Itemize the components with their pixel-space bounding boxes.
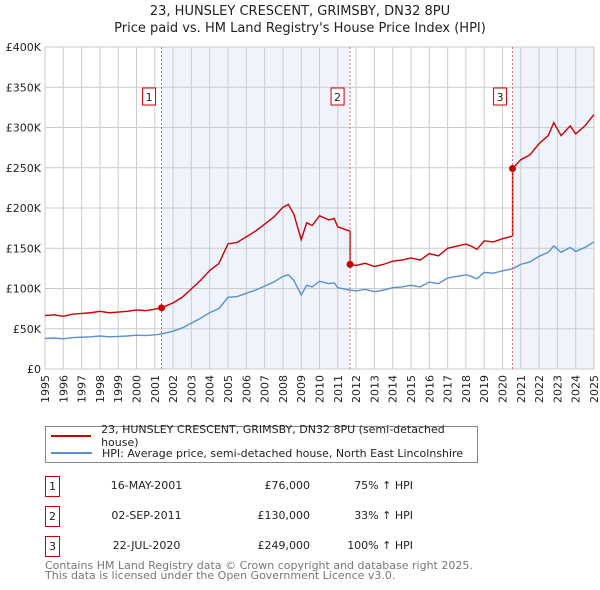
y-tick-label: £300K [6, 122, 42, 135]
sale-point [509, 165, 517, 173]
sale-price: £249,000 [257, 539, 311, 552]
legend: 23, HUNSLEY CRESCENT, GRIMSBY, DN32 8PU … [45, 423, 478, 463]
sale-hpi-diff: 75% ↑ HPI [354, 479, 413, 492]
x-tick-label: 2018 [460, 375, 473, 403]
sale-number-badge: 2 [45, 506, 60, 527]
x-tick-label: 2002 [167, 375, 180, 403]
sale-label: 2 [334, 91, 341, 104]
footer: Contains HM Land Registry data © Crown c… [45, 559, 473, 582]
x-tick-label: 2011 [332, 375, 345, 403]
sale-date: 02-SEP-2011 [111, 509, 182, 522]
x-tick-label: 2000 [131, 375, 144, 403]
x-tick-label: 2007 [259, 375, 272, 403]
x-tick-label: 2016 [423, 375, 436, 403]
hpi-line [44, 241, 595, 340]
x-tick-label: 2025 [588, 375, 600, 403]
y-tick-label: £400K [6, 41, 42, 54]
legend-hpi-label: HPI: Average price, semi-detached house,… [102, 446, 464, 460]
sale-hpi-diff: 33% ↑ HPI [354, 509, 413, 522]
x-tick-label: 2013 [368, 375, 381, 403]
x-tick-label: 1998 [94, 375, 107, 403]
x-tick-label: 2010 [314, 375, 327, 403]
sale-point [158, 304, 166, 312]
x-tick-label: 2003 [185, 375, 198, 403]
x-tick-label: 2005 [222, 375, 235, 403]
chart-title: 23, HUNSLEY CRESCENT, GRIMSBY, DN32 8PU [149, 4, 451, 19]
x-tick-label: 1996 [57, 375, 70, 403]
x-tick-label: 2015 [405, 375, 418, 403]
sale-label-box [493, 87, 508, 106]
y-tick-label: £0 [27, 363, 41, 376]
plot-border [44, 46, 595, 370]
legend-property-label: 23, HUNSLEY CRESCENT, GRIMSBY, DN32 8PU … [101, 423, 445, 449]
x-tick-label: 2012 [350, 375, 363, 403]
footer-copyright: Contains HM Land Registry data © Crown c… [45, 559, 473, 572]
x-tick-label: 1997 [76, 375, 89, 403]
y-tick-label: £250K [6, 162, 42, 175]
sale-row: 2 02-SEP-2011 £130,000 33% ↑ HPI [45, 506, 485, 528]
x-tick-label: 2023 [551, 375, 564, 403]
y-tick-label: £200K [6, 202, 42, 215]
sale-label-box [330, 87, 345, 106]
sale-label-box [142, 87, 157, 106]
x-tick-label: 2008 [277, 375, 290, 403]
sale-price: £130,000 [257, 509, 311, 522]
sale-point [346, 260, 354, 268]
sale-date: 16-MAY-2001 [110, 479, 183, 492]
y-tick-label: £50K [13, 323, 42, 336]
x-tick-label: 2009 [295, 375, 308, 403]
chart-subtitle: Price paid vs. HM Land Registry's House … [114, 21, 486, 36]
x-tick-label: 2001 [149, 375, 162, 403]
x-tick-label: 2004 [204, 375, 217, 403]
x-tick-label: 2021 [515, 375, 528, 403]
x-tick-label: 2022 [533, 375, 546, 403]
sale-row: 3 22-JUL-2020 £249,000 100% ↑ HPI [45, 536, 485, 558]
x-tick-label: 2017 [442, 375, 455, 403]
sale-number-badge: 3 [45, 536, 60, 557]
x-tick-label: 2014 [387, 375, 400, 403]
sale-date: 22-JUL-2020 [112, 539, 181, 552]
sale-hpi-diff: 100% ↑ HPI [347, 539, 413, 552]
price-chart: 1995 1996 1997 1998 1999 2000 2001 2002 2003 2004… [6, 41, 600, 403]
legend-property-line [51, 435, 92, 437]
x-tick-label: 2024 [570, 375, 583, 403]
x-tick-label: 1999 [112, 375, 125, 403]
sale-label: 1 [146, 91, 153, 104]
sale-label: 3 [497, 91, 504, 104]
sale-price: £76,000 [264, 479, 311, 492]
y-tick-label: £150K [6, 242, 42, 255]
sale-number-badge: 1 [45, 476, 60, 497]
x-tick-label: 2020 [497, 375, 510, 403]
x-tick-label: 1995 [39, 375, 52, 403]
footer-licence: This data is licensed under the Open Gov… [45, 569, 396, 582]
y-tick-label: £100K [6, 283, 42, 296]
property-price-line [44, 114, 595, 317]
y-tick-label: £350K [6, 81, 42, 94]
x-tick-label: 2019 [478, 375, 491, 403]
sale-row: 1 16-MAY-2001 £76,000 75% ↑ HPI [45, 476, 485, 498]
legend-hpi-line [51, 452, 92, 454]
x-tick-label: 2006 [240, 375, 253, 403]
